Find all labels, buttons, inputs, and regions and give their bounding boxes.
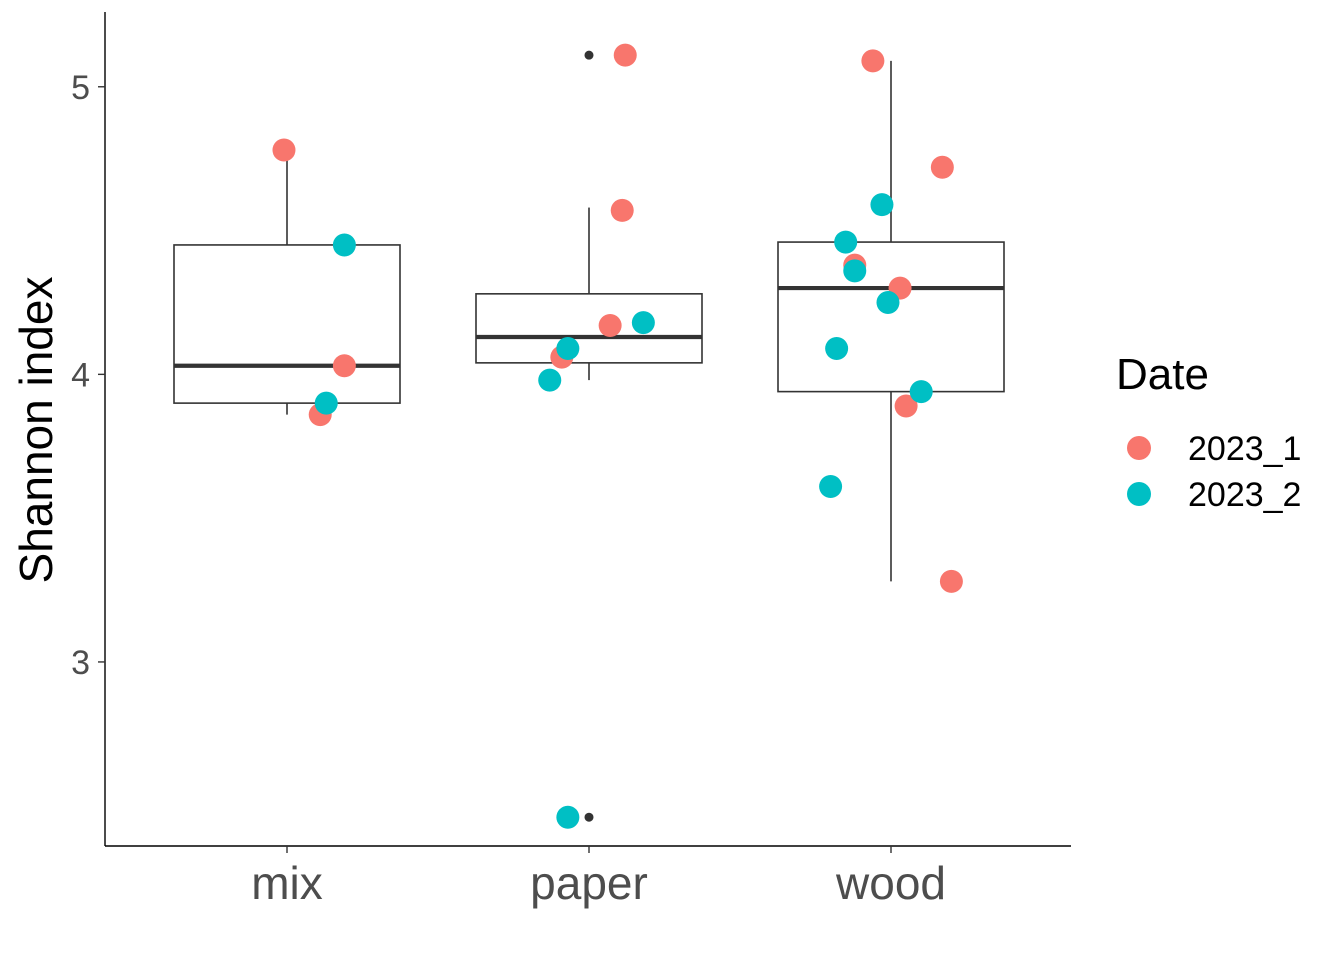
data-point xyxy=(834,230,858,254)
outlier-point xyxy=(584,50,594,60)
data-point xyxy=(556,336,580,360)
series-2023_1 xyxy=(272,43,963,593)
legend-entry: 2023_2 xyxy=(1127,476,1301,514)
data-point xyxy=(631,311,655,335)
legend-label: 2023_2 xyxy=(1188,476,1301,514)
data-point xyxy=(332,354,356,378)
legend-label: 2023_1 xyxy=(1188,430,1301,468)
data-point xyxy=(843,259,867,283)
data-point xyxy=(825,336,849,360)
data-point xyxy=(876,290,900,314)
box-iqr xyxy=(777,241,1005,393)
x-tick-label: paper xyxy=(530,857,648,909)
data-point xyxy=(314,391,338,415)
data-point xyxy=(610,198,634,222)
data-point xyxy=(939,569,963,593)
box-iqr xyxy=(173,244,401,404)
y-axis-title: Shannon index xyxy=(10,277,62,584)
legend: Date 2023_1 2023_2 xyxy=(1116,350,1301,514)
x-ticks: mix paper wood xyxy=(251,846,946,909)
data-point xyxy=(861,49,885,73)
data-point xyxy=(894,394,918,418)
data-point xyxy=(556,805,580,829)
data-point xyxy=(598,313,622,337)
legend-key xyxy=(1127,436,1151,460)
x-tick-label: wood xyxy=(835,857,946,909)
series-2023_2 xyxy=(314,193,933,829)
legend-key xyxy=(1127,482,1151,506)
box-mix xyxy=(173,150,401,415)
legend-title: Date xyxy=(1116,350,1209,399)
y-tick-label: 3 xyxy=(71,644,90,682)
data-point xyxy=(538,368,562,392)
data-point xyxy=(930,155,954,179)
boxes-layer xyxy=(173,50,1005,822)
data-point xyxy=(332,233,356,257)
y-ticks: 3 4 5 xyxy=(71,69,105,682)
data-point xyxy=(870,193,894,217)
points-layer xyxy=(272,43,963,829)
y-tick-label: 4 xyxy=(71,356,90,394)
legend-entries: 2023_1 2023_2 xyxy=(1127,430,1301,514)
data-point xyxy=(272,138,296,162)
axes-layer xyxy=(104,12,1071,847)
data-point xyxy=(909,380,933,404)
legend-entry: 2023_1 xyxy=(1127,430,1301,468)
box-paper xyxy=(475,50,703,822)
data-point xyxy=(613,43,637,67)
box-wood xyxy=(777,60,1005,582)
x-tick-label: mix xyxy=(251,857,323,909)
outlier-point xyxy=(584,812,594,822)
y-tick-label: 5 xyxy=(71,69,90,107)
data-point xyxy=(819,475,843,499)
box-iqr xyxy=(475,293,703,364)
